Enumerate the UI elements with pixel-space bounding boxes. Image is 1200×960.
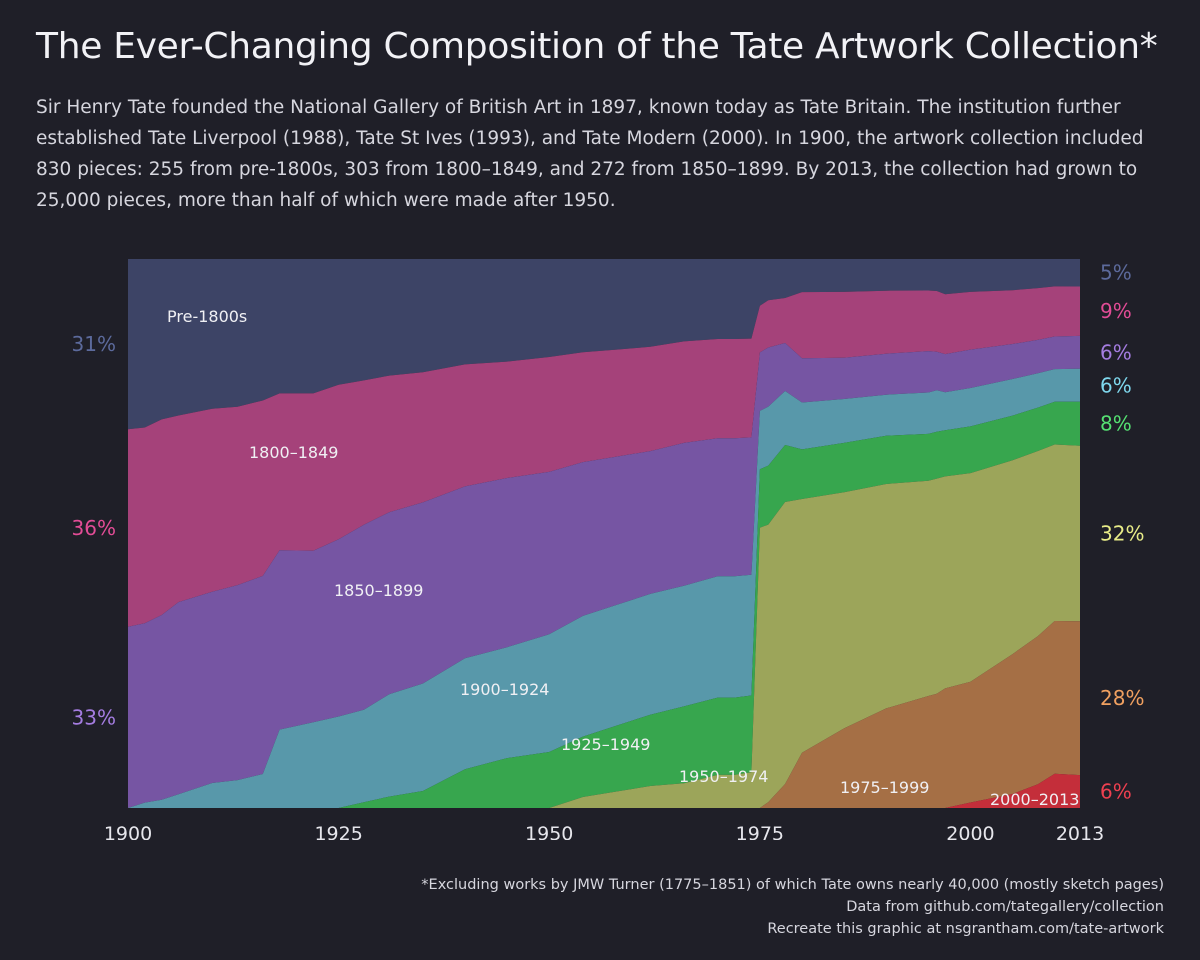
x-axis: 1900 1925 1950 1975 2000 2013 [104,823,1104,840]
start-share-label: 31% [72,332,116,356]
data-source: Data from github.com/tategallery/collect… [846,899,1164,915]
end-share-label: 9% [1100,299,1132,323]
start-share-label: 36% [72,516,116,540]
series-label: 2000–2013 [990,790,1079,809]
series-labels: Pre-1800s 1800–1849 1850–1899 1900–1924 1925… [167,307,1079,809]
end-share-label: 8% [1100,412,1132,436]
end-share-label: 28% [1100,686,1144,710]
series-label: 1975–1999 [840,778,929,797]
x-tick-label: 1900 [104,823,152,840]
footnote: *Excluding works by JMW Turner (1775–185… [421,877,1164,893]
x-tick-label: 1975 [736,823,784,840]
end-share-label: 6% [1100,340,1132,364]
end-share-label: 32% [1100,522,1144,546]
chart-title: The Ever-Changing Composition of the Tat… [36,26,1158,67]
end-share-labels: 5% 9% 6% 6% 8% 32% 28% 6% [1100,261,1144,804]
series-label: 1800–1849 [249,443,338,462]
series-label: 1850–1899 [334,581,423,600]
area-1925-1949 [128,401,1080,808]
end-share-label: 6% [1100,373,1132,397]
start-share-label: 33% [72,705,116,729]
area-1800-1849 [128,286,1080,627]
end-share-label: 6% [1100,780,1132,804]
credit-line: Recreate this graphic at nsgrantham.com/… [767,921,1164,937]
area-1850-1899 [128,335,1080,808]
series-label: 1950–1974 [679,767,768,786]
area-1950-1974 [128,444,1080,808]
area-2000-2013 [128,773,1080,808]
footer: *Excluding works by JMW Turner (1775–185… [164,874,1164,940]
start-share-labels: 31% 36% 33% [72,332,116,729]
x-tick-label: 2013 [1056,823,1104,840]
chart-subtitle: Sir Henry Tate founded the National Gall… [36,97,1144,211]
x-tick-label: 2000 [946,823,994,840]
x-tick-label: 1925 [314,823,362,840]
area-pre-1800s [128,259,1080,430]
area-layers [128,259,1080,808]
stacked-area-chart: Pre-1800s 1800–1849 1850–1899 1900–1924 1925… [72,259,1144,840]
series-label: 1900–1924 [460,680,549,699]
area-1900-1924 [128,368,1080,808]
area-1975-1999 [128,621,1080,808]
series-label: 1925–1949 [561,735,650,754]
end-share-label: 5% [1100,261,1132,285]
series-label: Pre-1800s [167,307,247,326]
x-tick-label: 1950 [525,823,573,840]
